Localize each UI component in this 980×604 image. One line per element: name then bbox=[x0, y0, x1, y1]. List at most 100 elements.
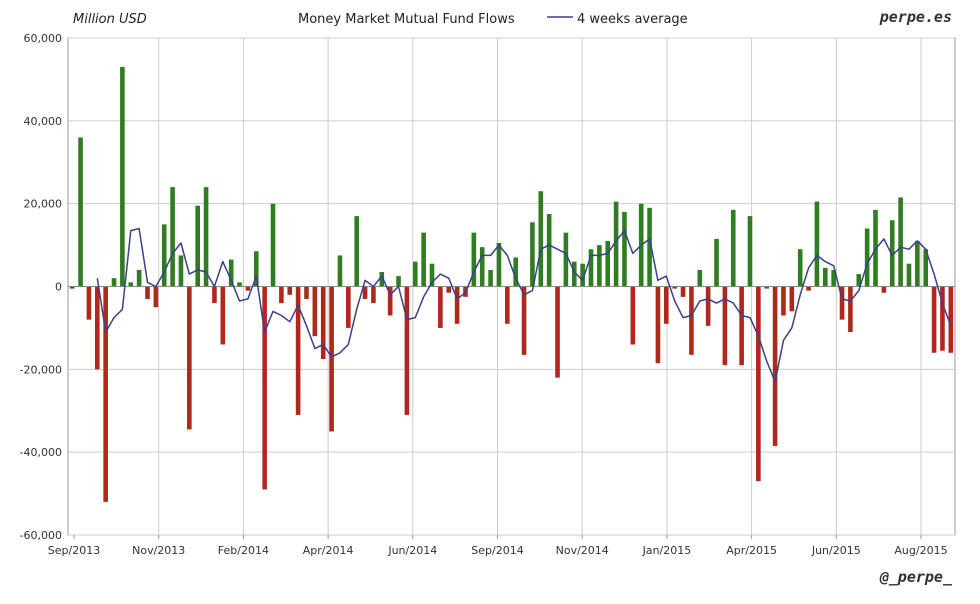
inflow-bar bbox=[580, 263, 585, 287]
inflow-bar bbox=[588, 249, 594, 287]
inflow-bar bbox=[864, 228, 870, 287]
outflow-bar bbox=[772, 286, 778, 446]
inflow-bar bbox=[128, 282, 134, 287]
outflow-bar bbox=[806, 286, 811, 291]
outflow-bar bbox=[287, 286, 293, 295]
x-tick-label: Jan/2015 bbox=[642, 544, 692, 557]
inflow-bar bbox=[78, 137, 83, 287]
inflow-bar bbox=[120, 66, 125, 287]
legend-label: 4 weeks average bbox=[577, 12, 688, 27]
inflow-bar bbox=[270, 203, 276, 287]
x-tick-label: Nov/2013 bbox=[132, 544, 185, 557]
outflow-bar bbox=[881, 286, 887, 293]
outflow-bar bbox=[931, 286, 937, 353]
inflow-bar bbox=[195, 205, 201, 287]
y-tick-label: 20,000 bbox=[24, 198, 63, 211]
outflow-bar bbox=[664, 286, 669, 324]
inflow-bar bbox=[136, 269, 142, 287]
inflow-bar bbox=[253, 251, 259, 287]
line-layer bbox=[96, 227, 952, 383]
outflow-bar bbox=[304, 286, 309, 299]
outflow-bar bbox=[521, 286, 527, 355]
chart-title: Money Market Mutual Fund Flows bbox=[298, 12, 515, 27]
x-tick-label: Sep/2013 bbox=[48, 544, 100, 557]
x-tick-label: Sep/2014 bbox=[471, 544, 523, 557]
outflow-bar bbox=[739, 286, 744, 366]
inflow-bar bbox=[915, 240, 920, 287]
outflow-bar bbox=[404, 286, 410, 415]
inflow-bar bbox=[923, 249, 929, 287]
outflow-bar bbox=[940, 286, 945, 351]
x-tick-label: Jun/2014 bbox=[387, 544, 437, 557]
inflow-bar bbox=[697, 269, 703, 287]
outflow-bar bbox=[94, 286, 100, 370]
y-tick-label: 40,000 bbox=[24, 115, 63, 128]
outflow-bar bbox=[371, 286, 376, 304]
outflow-bar bbox=[505, 286, 510, 324]
inflow-bar bbox=[111, 278, 117, 287]
outflow-bar bbox=[764, 286, 770, 289]
outflow-bar bbox=[848, 286, 853, 333]
outflow-bar bbox=[220, 286, 226, 345]
inflow-bar bbox=[354, 216, 359, 287]
inflow-bar bbox=[747, 216, 753, 287]
inflow-bar bbox=[237, 282, 242, 287]
inflow-bar bbox=[379, 272, 385, 287]
inflow-bar bbox=[471, 232, 477, 287]
outflow-bar bbox=[722, 286, 728, 366]
inflow-bar bbox=[856, 274, 862, 287]
outflow-bar bbox=[454, 286, 460, 324]
outflow-bar bbox=[446, 286, 452, 293]
outflow-bar bbox=[245, 286, 251, 291]
inflow-bar bbox=[822, 267, 828, 287]
outflow-bar bbox=[789, 286, 795, 312]
inflow-bar bbox=[479, 247, 485, 287]
inflow-bar bbox=[889, 220, 895, 287]
outflow-bar bbox=[555, 286, 560, 378]
outflow-bar bbox=[295, 286, 301, 415]
outflow-bar bbox=[756, 286, 761, 482]
outflow-bar bbox=[329, 286, 334, 432]
outflow-bar bbox=[86, 286, 92, 320]
outflow-bar bbox=[839, 286, 845, 320]
y-tick-label: -40,000 bbox=[20, 446, 62, 459]
x-tick-label: Apr/2015 bbox=[726, 544, 777, 557]
outflow-bar bbox=[630, 286, 636, 345]
bar-layer bbox=[68, 66, 955, 502]
twitter-handle: @_perpe_ bbox=[879, 568, 953, 586]
axis-layer: 60,000 40,000 20,000 0 -20,000 -40,000 -60,000… bbox=[20, 32, 948, 557]
y-tick-label: -20,000 bbox=[20, 363, 62, 376]
inflow-bar bbox=[906, 263, 912, 287]
outflow-bar bbox=[672, 286, 677, 289]
average-line bbox=[96, 227, 952, 383]
inflow-bar bbox=[730, 209, 736, 287]
inflow-bar bbox=[228, 259, 234, 287]
inflow-bar bbox=[396, 276, 401, 287]
y-tick-label: 0 bbox=[55, 281, 62, 294]
inflow-bar bbox=[203, 187, 209, 287]
x-tick-label: Nov/2014 bbox=[556, 544, 609, 557]
x-tick-label: Aug/2015 bbox=[894, 544, 947, 557]
outflow-bar bbox=[387, 286, 393, 316]
outflow-bar bbox=[262, 286, 267, 490]
outflow-bar bbox=[103, 286, 108, 502]
outflow-bar bbox=[187, 286, 192, 430]
outflow-bar bbox=[145, 286, 150, 299]
outflow-bar bbox=[212, 286, 217, 304]
inflow-bar bbox=[814, 201, 820, 287]
inflow-bar bbox=[597, 245, 602, 287]
inflow-bar bbox=[538, 191, 544, 287]
outflow-bar bbox=[346, 286, 351, 328]
inflow-bar bbox=[530, 222, 535, 287]
outflow-bar bbox=[689, 286, 694, 355]
outflow-bar bbox=[279, 286, 284, 304]
y-tick-label: 60,000 bbox=[24, 32, 63, 45]
x-tick-label: Apr/2014 bbox=[303, 544, 354, 557]
inflow-bar bbox=[714, 238, 719, 287]
inflow-bar bbox=[421, 232, 426, 287]
inflow-bar bbox=[898, 197, 903, 287]
outflow-bar bbox=[781, 286, 786, 316]
inflow-bar bbox=[513, 257, 518, 287]
x-tick-label: Jun/2015 bbox=[811, 544, 861, 557]
